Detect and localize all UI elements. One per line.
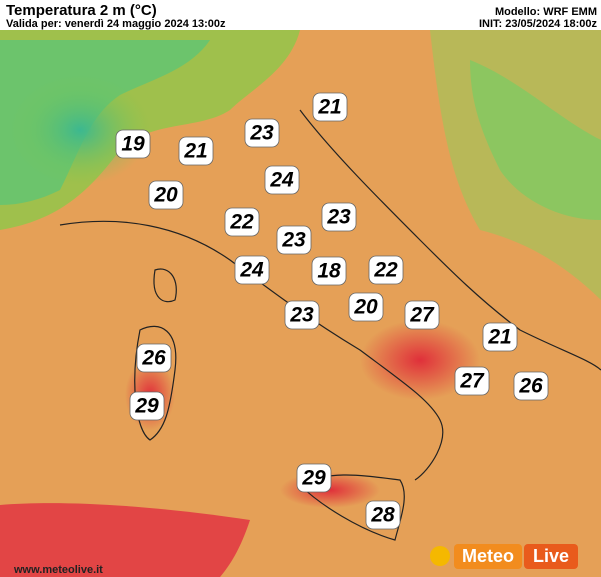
label-box <box>365 500 401 530</box>
label-box <box>234 255 270 285</box>
temp-label: 22 <box>224 207 260 237</box>
label-box <box>311 256 347 286</box>
label-box <box>129 391 165 421</box>
logo-box <box>454 544 522 569</box>
hot-area <box>0 503 250 577</box>
temp-label: 27 <box>404 300 440 330</box>
label-value: 24 <box>239 259 264 282</box>
header-bar <box>0 0 601 30</box>
temp-label: 23 <box>276 225 312 255</box>
label-value: 22 <box>229 211 254 234</box>
label-box <box>296 463 332 493</box>
label-value: 20 <box>153 184 178 207</box>
label-value: 27 <box>459 370 485 393</box>
label-box <box>224 207 260 237</box>
cool-area <box>470 60 601 220</box>
temp-label: 22 <box>368 255 404 285</box>
logo-text: Live <box>533 546 569 566</box>
label-value: 26 <box>518 375 543 398</box>
label-box <box>482 322 518 352</box>
label-value: 19 <box>121 133 145 156</box>
label-box <box>321 202 357 232</box>
label-box <box>284 300 320 330</box>
label-value: 23 <box>326 206 351 229</box>
label-value: 18 <box>317 260 341 283</box>
label-value: 20 <box>353 296 378 319</box>
site-url: www.meteolive.it <box>13 564 103 576</box>
label-box <box>454 366 490 396</box>
label-box <box>368 255 404 285</box>
temp-label: 26 <box>513 371 549 401</box>
temp-label: 20 <box>348 292 384 322</box>
label-value: 22 <box>373 259 398 282</box>
coastlines <box>59 109 601 541</box>
label-box <box>312 92 348 122</box>
label-value: 21 <box>183 140 207 163</box>
temp-label: 23 <box>244 118 280 148</box>
temp-label: 21 <box>312 92 348 122</box>
valid-time: Valida per: venerdì 24 maggio 2024 13:00… <box>6 18 226 30</box>
temp-label: 21 <box>482 322 518 352</box>
label-value: 28 <box>370 504 395 527</box>
temp-label: 24 <box>234 255 270 285</box>
cold-area <box>10 75 150 185</box>
label-box <box>148 180 184 210</box>
temp-label: 20 <box>148 180 184 210</box>
label-box <box>404 300 440 330</box>
label-box <box>348 292 384 322</box>
label-box <box>264 165 300 195</box>
label-box <box>513 371 549 401</box>
temp-label: 24 <box>264 165 300 195</box>
logo: Meteo Live <box>430 544 578 569</box>
label-value: 26 <box>141 347 166 370</box>
label-value: 23 <box>289 304 314 327</box>
temp-label: 19 <box>115 129 151 159</box>
label-box <box>136 343 172 373</box>
label-box <box>276 225 312 255</box>
label-value: 21 <box>317 96 341 119</box>
label-box <box>244 118 280 148</box>
temp-label: 29 <box>129 391 165 421</box>
temp-label: 26 <box>136 343 172 373</box>
label-value: 21 <box>487 326 511 349</box>
temp-label: 28 <box>365 500 401 530</box>
temp-label: 18 <box>311 256 347 286</box>
label-box <box>115 129 151 159</box>
temp-label: 29 <box>296 463 332 493</box>
label-value: 29 <box>301 467 326 490</box>
init-time: INIT: 23/05/2024 18:00z <box>479 18 598 30</box>
label-box <box>178 136 214 166</box>
label-value: 29 <box>134 395 159 418</box>
logo-box <box>524 544 578 569</box>
label-value: 24 <box>269 169 294 192</box>
temp-label: 23 <box>321 202 357 232</box>
label-value: 23 <box>249 122 274 145</box>
label-value: 23 <box>281 229 306 252</box>
map-title: Temperatura 2 m (°C) <box>6 2 157 19</box>
temp-label: 27 <box>454 366 490 396</box>
logo-sun <box>430 546 450 566</box>
temp-label: 21 <box>178 136 214 166</box>
temp-label: 23 <box>284 300 320 330</box>
label-value: 27 <box>409 304 435 327</box>
logo-text: Meteo <box>462 546 514 566</box>
model-name: Modello: WRF EMM <box>495 6 597 18</box>
hot-area <box>360 320 480 400</box>
